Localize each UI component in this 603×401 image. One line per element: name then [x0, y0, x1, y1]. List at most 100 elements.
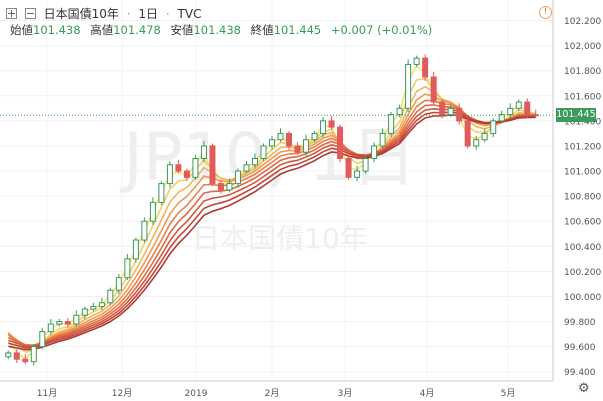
candle-body	[183, 170, 190, 178]
candle-body	[39, 331, 46, 348]
low-value: 101.438	[193, 23, 241, 37]
candle-body	[362, 158, 369, 172]
candle-body	[345, 158, 352, 178]
price-axis: 102.200 102.000 101.800 101.600 101.400 101.2…	[564, 17, 601, 378]
candle-body	[524, 101, 531, 116]
price-tick: 101.400	[564, 117, 601, 127]
candle-body	[209, 145, 216, 185]
chart-grid	[0, 0, 553, 381]
candle-body	[124, 258, 131, 279]
candle-body	[149, 201, 156, 222]
candle-body	[200, 145, 207, 160]
time-tick: 5月	[501, 388, 516, 399]
time-tick: 2月	[265, 388, 280, 399]
price-tick: 101.600	[564, 92, 601, 102]
close-label: 終値	[250, 23, 274, 37]
candle-body	[56, 321, 63, 325]
candle-body	[175, 164, 182, 172]
candle-body	[481, 132, 488, 141]
candle-body	[81, 308, 88, 316]
time-axis: 11月 12月 2019 2月 3月 4月 5月	[37, 388, 516, 399]
candle-body	[388, 114, 395, 134]
price-tick: 100.800	[564, 193, 601, 203]
price-tick: 100.000	[564, 293, 601, 303]
time-tick: 4月	[420, 388, 435, 399]
price-tick: 102.200	[564, 17, 601, 27]
candle-body	[320, 120, 327, 134]
ema-line	[7, 93, 536, 347]
candle-body	[430, 76, 437, 103]
price-tick: 99.600	[564, 343, 596, 353]
ema-line	[7, 104, 536, 347]
candle-body	[64, 321, 71, 325]
price-tick: 101.200	[564, 142, 601, 152]
price-tick: 100.400	[564, 243, 601, 253]
source-label: TVC	[177, 6, 202, 21]
open-label: 始値	[10, 23, 33, 37]
price-tick: 101.000	[564, 168, 601, 178]
candle-body	[5, 352, 12, 358]
candle-body	[286, 132, 293, 147]
candle-body	[422, 57, 429, 78]
candle-body	[226, 183, 233, 191]
candle-body	[328, 120, 335, 128]
candle-body	[30, 346, 37, 363]
candle-body	[405, 63, 412, 109]
high-label: 高値	[90, 23, 114, 37]
candle-body	[371, 145, 378, 160]
symbol-name[interactable]: 日本国債10年	[43, 7, 119, 21]
candle-body	[115, 277, 122, 291]
candle-body	[507, 107, 514, 116]
collapse-icon[interactable]	[24, 8, 36, 19]
alert-icon[interactable]: !	[539, 6, 552, 19]
candle-body	[379, 132, 386, 147]
price-tick: 101.800	[564, 67, 601, 77]
watermark-sub: 日本国債10年	[192, 222, 368, 255]
price-tick: 102.000	[564, 42, 601, 52]
candle-body	[515, 101, 522, 109]
candle-body	[192, 158, 199, 178]
interval-label[interactable]: 1日	[138, 7, 159, 21]
candle-body	[464, 120, 471, 147]
open-value: 101.438	[33, 23, 81, 37]
time-tick: 2019	[185, 389, 208, 399]
gear-icon[interactable]: ⚙	[578, 381, 590, 396]
candle-body	[243, 164, 250, 172]
candle-body	[447, 107, 454, 116]
candle-body	[90, 306, 97, 310]
candle-body	[439, 101, 446, 116]
candle-body	[73, 314, 80, 325]
ohlc-legend: 始値101.438 高値101.478 安値101.438 終値101.445 …	[10, 22, 438, 38]
price-tick: 99.400	[564, 368, 596, 378]
candle-body	[294, 145, 301, 153]
candle-body	[456, 107, 463, 122]
candle-body	[277, 132, 284, 141]
candle-body	[490, 120, 497, 134]
candlestick-series	[5, 54, 539, 366]
candle-body	[98, 302, 105, 308]
candle-body	[303, 139, 310, 153]
price-tick: 100.200	[564, 268, 601, 278]
candle-body	[158, 183, 165, 203]
ema-line	[7, 99, 536, 347]
candle-body	[47, 323, 54, 333]
candle-body	[22, 358, 29, 363]
time-tick: 3月	[338, 388, 353, 399]
close-value: 101.445	[273, 23, 322, 37]
candle-body	[413, 57, 420, 65]
candle-body	[13, 352, 20, 360]
expand-icon[interactable]	[6, 8, 17, 19]
candle-body	[337, 126, 344, 160]
low-label: 安値	[170, 23, 194, 37]
time-tick: 11月	[37, 388, 57, 399]
candle-body	[166, 164, 173, 185]
candle-body	[473, 139, 480, 147]
candle-body	[532, 114, 539, 117]
candle-body	[498, 114, 505, 122]
candle-body	[132, 239, 139, 260]
candle-body	[251, 158, 258, 166]
candle-body	[234, 170, 241, 185]
candle-body	[269, 139, 275, 147]
candle-body	[354, 170, 361, 178]
